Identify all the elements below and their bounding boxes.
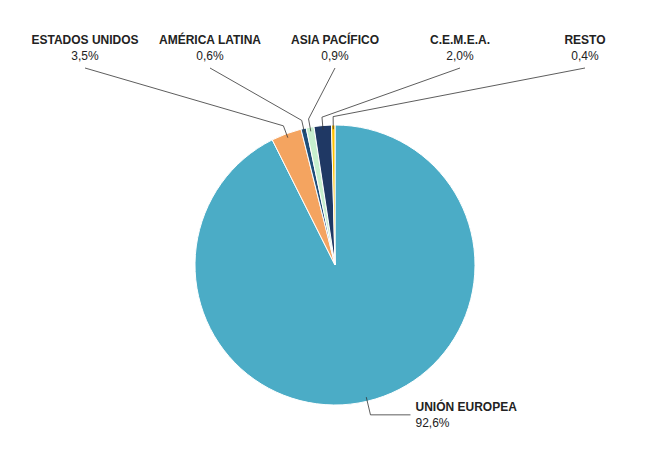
category-label: ESTADOS UNIDOS xyxy=(31,33,138,47)
pie-slice xyxy=(195,125,475,405)
chart-container: UNIÓN EUROPEA 92,6% ESTADOS UNIDOS 3,5% AMÉR… xyxy=(0,0,671,459)
pie-slice xyxy=(331,125,335,265)
slice-label: UNIÓN EUROPEA 92,6% xyxy=(415,399,517,430)
pie-chart: UNIÓN EUROPEA 92,6% ESTADOS UNIDOS 3,5% AMÉR… xyxy=(0,0,671,459)
leader-line xyxy=(322,68,460,130)
category-label: UNIÓN EUROPEA xyxy=(415,399,517,414)
leader-line xyxy=(309,68,335,131)
value-label: 3,5% xyxy=(71,49,99,63)
slice-label: ASIA PACÍFICO 0,9% xyxy=(291,32,379,63)
pie-slice xyxy=(314,125,335,265)
slice-label: C.E.M.E.A. 2,0% xyxy=(430,33,490,63)
value-label: 0,6% xyxy=(196,49,224,63)
leader-line xyxy=(333,68,585,129)
category-label: ASIA PACÍFICO xyxy=(291,32,379,47)
leader-lines xyxy=(85,68,585,415)
labels: UNIÓN EUROPEA 92,6% ESTADOS UNIDOS 3,5% AMÉR… xyxy=(31,32,605,430)
slice-label: ESTADOS UNIDOS 3,5% xyxy=(31,33,138,63)
category-label: C.E.M.E.A. xyxy=(430,33,490,47)
value-label: 2,0% xyxy=(446,49,474,63)
leader-line xyxy=(210,68,305,133)
slice-label: AMÉRICA LATINA 0,6% xyxy=(159,32,261,63)
category-label: RESTO xyxy=(564,33,605,47)
leader-line xyxy=(366,397,410,415)
category-label: AMÉRICA LATINA xyxy=(159,32,261,47)
slices xyxy=(195,125,475,405)
leader-line xyxy=(85,68,288,138)
value-label: 92,6% xyxy=(415,416,449,430)
slice-label: RESTO 0,4% xyxy=(564,33,605,63)
value-label: 0,4% xyxy=(571,49,599,63)
value-label: 0,9% xyxy=(321,49,349,63)
